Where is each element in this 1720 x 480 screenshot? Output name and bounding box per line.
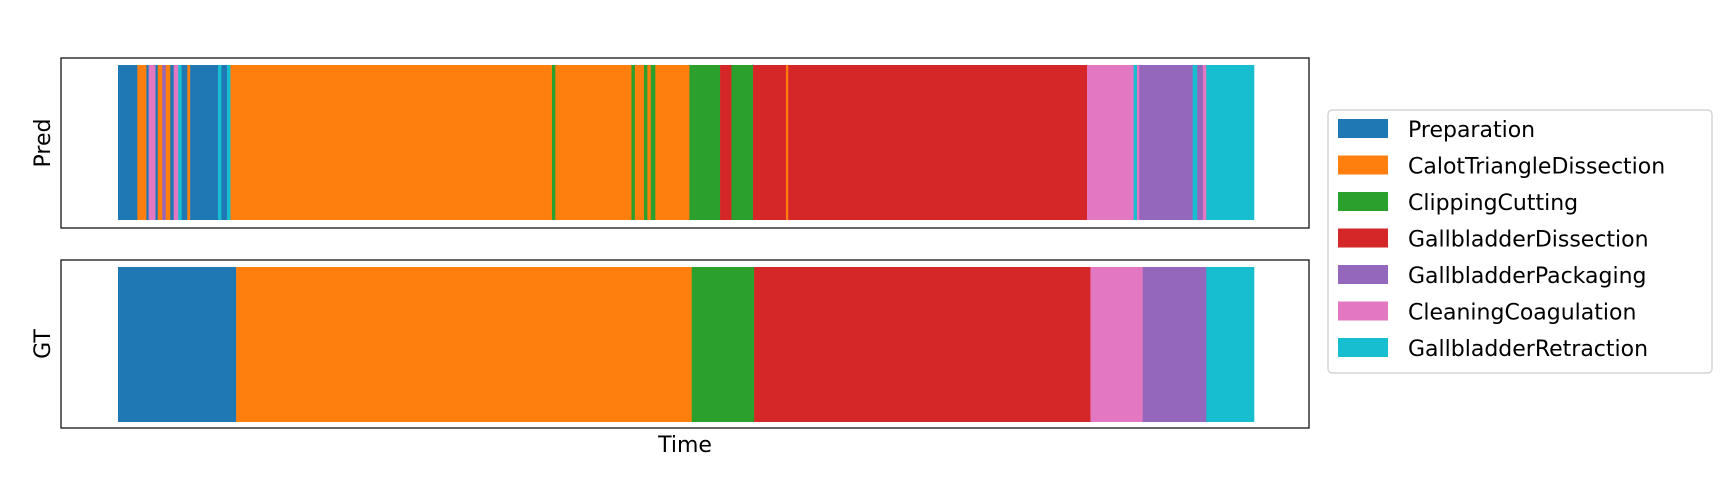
legend-swatch-6 — [1338, 338, 1388, 357]
pred-segment-14 — [217, 65, 222, 220]
pred-segment-31 — [788, 65, 1088, 220]
legend-swatch-2 — [1338, 192, 1388, 211]
legend-label-4: GallbladderPackaging — [1408, 264, 1647, 289]
pred-segment-10 — [178, 65, 182, 220]
pred-segment-5 — [157, 65, 163, 220]
gt-bar — [118, 267, 1255, 422]
legend-label-1: CalotTriangleDissection — [1408, 155, 1665, 180]
pred-segment-12 — [187, 65, 191, 220]
pred-panel: Pred — [31, 57, 1310, 229]
pred-segment-18 — [551, 65, 556, 220]
pred-segment-34 — [1136, 65, 1140, 220]
pred-segment-2 — [146, 65, 149, 220]
pred-segment-8 — [170, 65, 174, 220]
pred-segment-21 — [634, 65, 645, 220]
pred-segment-17 — [230, 65, 553, 220]
pred-segment-16 — [227, 65, 231, 220]
pred-segment-36 — [1192, 65, 1198, 220]
legend-swatch-5 — [1338, 301, 1388, 321]
pred-segment-37 — [1197, 65, 1204, 220]
pred-segment-9 — [173, 65, 179, 220]
gt-panel-frame — [60, 259, 1310, 429]
pred-segment-1 — [137, 65, 147, 220]
pred-segment-3 — [148, 65, 156, 220]
pred-segment-6 — [162, 65, 167, 220]
legend-label-2: ClippingCutting — [1408, 191, 1578, 216]
pred-segment-23 — [647, 65, 652, 220]
pred-segment-22 — [643, 65, 648, 220]
gt-segment-6 — [1206, 267, 1255, 422]
gt-segment-4 — [1090, 267, 1143, 422]
gt-segment-1 — [236, 267, 692, 422]
pred-segment-26 — [689, 65, 721, 220]
pred-segment-39 — [1206, 65, 1255, 220]
pred-segment-20 — [631, 65, 636, 220]
gt-segment-0 — [118, 267, 237, 422]
pred-segment-15 — [221, 65, 228, 220]
pred-segment-19 — [555, 65, 632, 220]
pred-segment-25 — [655, 65, 690, 220]
gt-row-label: GT — [31, 329, 56, 359]
x-axis-label: Time — [657, 433, 712, 458]
legend-items: Preparation CalotTriangleDissection Clippi… — [1338, 118, 1665, 362]
pred-segment-35 — [1139, 65, 1193, 220]
legend-frame — [1327, 109, 1713, 374]
legend-swatch-4 — [1338, 265, 1388, 284]
pred-segment-7 — [165, 65, 171, 220]
gt-segment-3 — [754, 267, 1091, 422]
pred-segment-0 — [118, 65, 138, 220]
pred-segment-33 — [1133, 65, 1138, 220]
pred-row-label: Pred — [31, 119, 56, 168]
pred-segment-29 — [753, 65, 787, 220]
legend: Preparation CalotTriangleDissection Clippi… — [1327, 109, 1713, 374]
pred-segment-11 — [181, 65, 188, 220]
pred-segment-13 — [190, 65, 219, 220]
legend-label-3: GallbladderDissection — [1408, 228, 1649, 253]
legend-label-6: GallbladderRetraction — [1408, 337, 1648, 362]
legend-swatch-1 — [1338, 155, 1388, 175]
pred-segment-32 — [1087, 65, 1134, 220]
pred-panel-frame — [60, 57, 1310, 229]
legend-swatch-0 — [1338, 119, 1388, 138]
pred-segment-4 — [155, 65, 159, 220]
legend-swatch-3 — [1338, 228, 1388, 248]
legend-label-5: CleaningCoagulation — [1408, 301, 1636, 326]
legend-label-0: Preparation — [1408, 118, 1535, 143]
gt-segment-2 — [691, 267, 755, 422]
pred-segment-28 — [731, 65, 754, 220]
gt-segment-5 — [1142, 267, 1207, 422]
pred-segment-27 — [720, 65, 732, 220]
pred-segment-38 — [1202, 65, 1207, 220]
pred-bar — [118, 65, 1255, 220]
pred-segment-30 — [785, 65, 789, 220]
gt-panel: GT — [31, 259, 1310, 429]
pred-segment-24 — [650, 65, 656, 220]
